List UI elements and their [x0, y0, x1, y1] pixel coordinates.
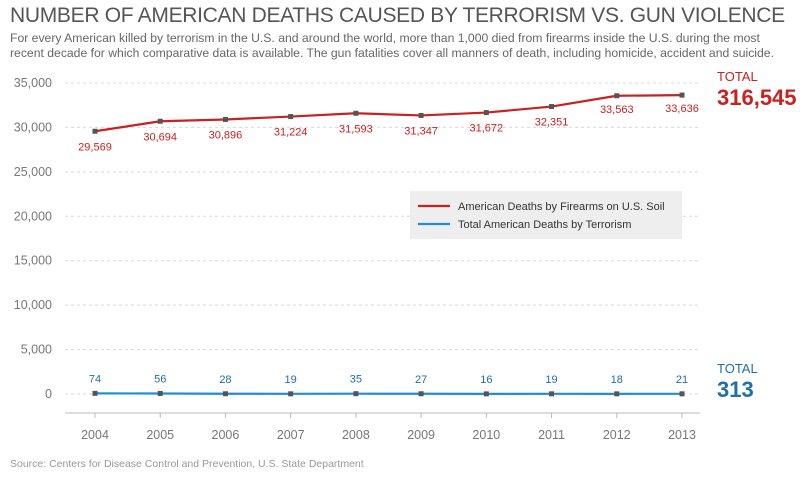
firearms-total-value: 316,545: [717, 85, 797, 110]
firearms-series-line: [94, 94, 683, 133]
y-tick-label: 10,000: [14, 298, 52, 312]
y-tick-label: 15,000: [14, 254, 52, 268]
firearms-total-label: TOTAL: [717, 69, 758, 84]
x-tick-label: 2011: [538, 428, 565, 442]
legend-box: [410, 191, 682, 239]
terrorism-total: TOTAL 313: [717, 361, 758, 403]
firearms-point: [222, 116, 228, 122]
firearms-data-label: 31,347: [404, 125, 438, 137]
firearms-data-label: 32,351: [535, 117, 569, 129]
firearms-point: [288, 114, 294, 120]
firearms-point: [549, 104, 555, 110]
firearms-data-label: 33,563: [600, 104, 634, 116]
firearms-data-label: 31,672: [470, 123, 504, 135]
y-tick-label: 5,000: [21, 343, 52, 357]
y-tick-label: 0: [45, 387, 52, 401]
x-tick-label: 2007: [277, 428, 305, 442]
terrorism-data-label: 74: [89, 373, 101, 385]
firearms-total: TOTAL 316,545: [717, 69, 797, 111]
firearms-point: [483, 110, 489, 116]
terrorism-point: [222, 391, 228, 397]
terrorism-point: [549, 391, 555, 397]
terrorism-legend-label: Total American Deaths by Terrorism: [458, 219, 631, 231]
firearms-data-label: 30,694: [143, 131, 177, 143]
terrorism-total-label: TOTAL: [717, 361, 758, 376]
terrorism-total-value: 313: [717, 377, 754, 402]
x-tick-label: 2008: [342, 428, 370, 442]
terrorism-point: [92, 390, 98, 396]
firearms-data-label: 29,569: [78, 141, 112, 153]
y-tick-label: 20,000: [14, 209, 52, 223]
firearms-data-label: 31,593: [339, 123, 373, 135]
x-tick-label: 2013: [668, 428, 696, 442]
firearms-point: [157, 118, 163, 124]
firearms-point: [614, 93, 620, 99]
firearms-point: [679, 92, 685, 98]
firearms-legend-label: American Deaths by Firearms on U.S. Soil: [458, 201, 665, 213]
terrorism-series-line: [94, 392, 683, 395]
terrorism-point: [353, 391, 359, 397]
terrorism-point: [157, 391, 163, 397]
x-tick-label: 2009: [407, 428, 435, 442]
x-tick-label: 2010: [472, 428, 500, 442]
terrorism-data-label: 35: [350, 374, 362, 386]
terrorism-data-label: 19: [545, 374, 557, 386]
chart-title: NUMBER OF AMERICAN DEATHS CAUSED BY TERR…: [10, 4, 785, 27]
firearms-point: [92, 128, 98, 134]
x-tick-label: 2005: [146, 428, 174, 442]
terrorism-point: [418, 391, 424, 397]
source-note: Source: Centers for Disease Control and …: [10, 458, 364, 470]
terrorism-point: [679, 391, 685, 397]
terrorism-data-label: 28: [219, 374, 231, 386]
terrorism-data-label: 19: [285, 374, 297, 386]
terrorism-point: [614, 391, 620, 397]
y-tick-label: 35,000: [14, 76, 52, 90]
terrorism-data-label: 16: [480, 374, 492, 386]
terrorism-data-label: 21: [676, 374, 688, 386]
terrorism-point: [483, 391, 489, 397]
firearms-point: [353, 110, 359, 116]
y-tick-label: 25,000: [14, 165, 52, 179]
firearms-point: [418, 112, 424, 118]
x-tick-label: 2012: [603, 428, 631, 442]
firearms-data-label: 30,896: [209, 129, 243, 141]
chart-subtitle: For every American killed by terrorism i…: [10, 31, 774, 60]
firearms-data-label: 33,636: [665, 103, 699, 115]
x-tick-label: 2004: [81, 428, 109, 442]
x-tick-label: 2006: [212, 428, 240, 442]
y-tick-label: 30,000: [14, 120, 52, 134]
terrorism-point: [288, 391, 294, 397]
terrorism-data-label: 18: [611, 374, 623, 386]
terrorism-data-label: 56: [154, 374, 166, 386]
firearms-data-label: 31,224: [274, 127, 308, 139]
terrorism-data-label: 27: [415, 374, 427, 386]
